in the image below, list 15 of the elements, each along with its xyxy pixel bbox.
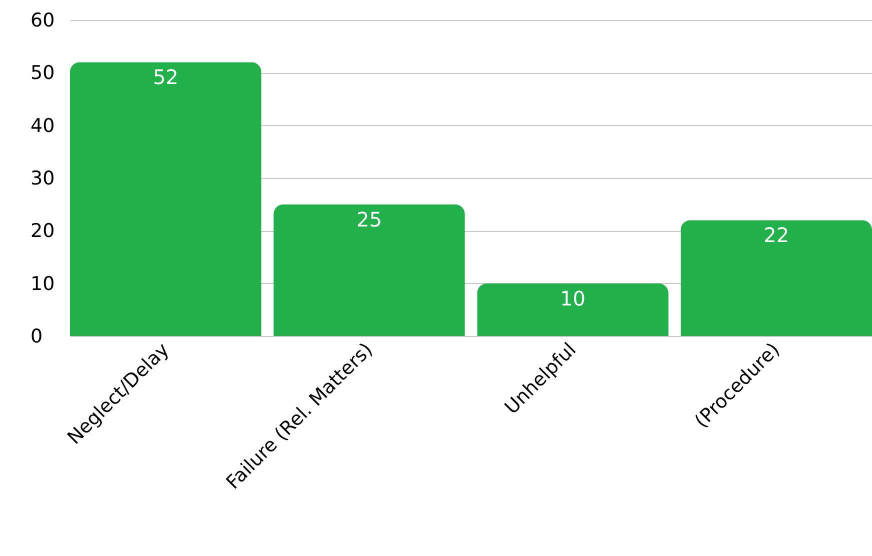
data-label: 25 [356, 207, 382, 232]
bar [70, 62, 262, 336]
bar [274, 204, 465, 336]
data-label: 52 [152, 65, 178, 90]
bar [477, 283, 668, 336]
y-tick-label: 50 [30, 62, 55, 84]
y-tick-label: 20 [30, 220, 55, 242]
y-tick-label: 10 [30, 272, 55, 295]
y-tick-label: 30 [30, 168, 55, 190]
bar [680, 220, 872, 336]
data-label: 10 [560, 286, 586, 310]
y-tick-label: 40 [30, 114, 55, 137]
data-label: 22 [764, 223, 790, 248]
y-tick-label: 0 [30, 326, 43, 348]
y-tick-label: 60 [30, 10, 55, 32]
